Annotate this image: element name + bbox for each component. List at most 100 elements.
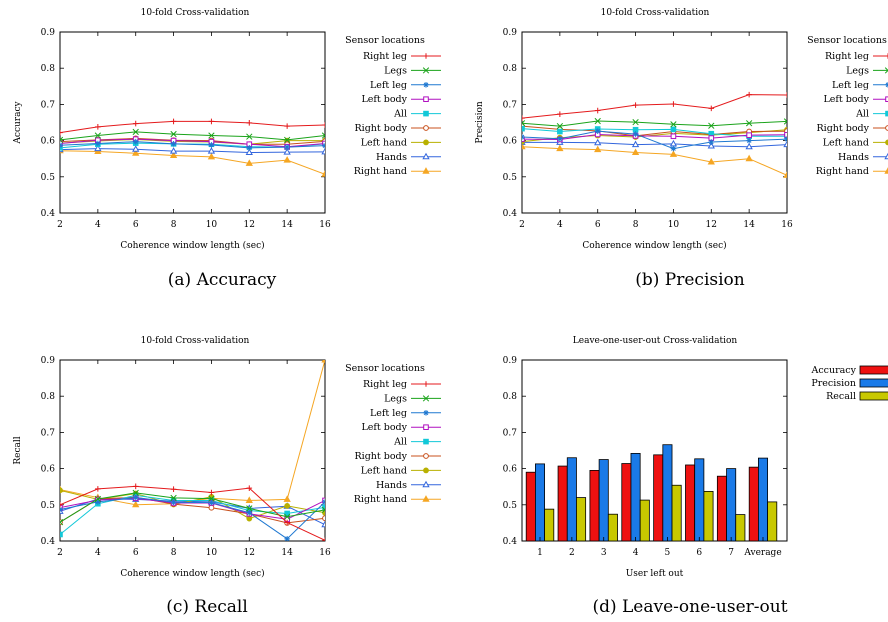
legend-entry-label: Right leg — [363, 51, 407, 62]
series-line — [522, 120, 787, 127]
bar — [735, 514, 746, 542]
data-point — [708, 139, 715, 145]
x-tick-label: 12 — [244, 220, 255, 230]
legend-entry-label: Precision — [811, 378, 856, 389]
legend-swatch-marker — [423, 438, 429, 445]
data-point — [783, 171, 787, 178]
y-tick-label: 0.7 — [503, 100, 518, 110]
plot-frame — [521, 31, 788, 214]
data-point — [246, 133, 253, 140]
data-point — [132, 138, 139, 145]
series-line — [60, 150, 325, 175]
data-point — [708, 122, 715, 129]
figure-caption: (a) Accuracy — [168, 270, 277, 290]
bar — [544, 508, 555, 542]
bar — [598, 459, 609, 542]
legend-entry-label: Right hand — [354, 166, 407, 177]
data-point — [132, 120, 139, 127]
legend-swatch-marker — [884, 167, 888, 174]
data-point — [745, 142, 753, 150]
data-point — [94, 495, 102, 503]
series-line — [60, 496, 325, 524]
y-tick-label: 0.8 — [41, 392, 56, 402]
legend: Sensor locations Right leg Legs Left leg Lef… — [345, 363, 441, 505]
x-tick-label: 2 — [57, 220, 63, 230]
chart-title: 10-fold Cross-validation — [601, 8, 710, 18]
legend-entry-label: Hands — [838, 152, 869, 163]
bar — [767, 501, 778, 542]
legend-swatch-marker — [423, 467, 429, 474]
legend-entry-label: Legs — [846, 65, 869, 76]
data-point — [745, 154, 753, 162]
y-axis-label: Precision — [475, 101, 485, 144]
data-point — [746, 132, 752, 138]
data-point — [708, 105, 715, 112]
legend-swatch-marker — [885, 110, 888, 117]
bar — [607, 513, 618, 542]
data-point — [245, 148, 253, 156]
x-tick-label: 6 — [696, 548, 702, 558]
legend: Accuracy Precision Recall — [810, 365, 888, 402]
chart-title: 10-fold Cross-validation — [141, 8, 250, 18]
bar — [589, 470, 600, 542]
data-point — [245, 159, 253, 166]
data-point — [322, 140, 325, 147]
bar-chart-panel: 0.4 0.5 0.6 0.7 0.8 0.9 Leave-one-user-out Cro… — [503, 336, 888, 617]
legend-entry-label: All — [855, 109, 869, 120]
data-point — [284, 519, 290, 526]
legend-entry-label: Right hand — [354, 494, 407, 505]
x-tick-label: 10 — [206, 220, 218, 230]
y-tick-label: 0.7 — [503, 428, 518, 438]
legend-swatch-marker — [884, 67, 888, 74]
bar — [535, 463, 546, 542]
data-point — [60, 129, 63, 136]
legend-entry-label: Right body — [355, 451, 408, 462]
legend-swatch — [859, 378, 888, 388]
series-line — [60, 485, 325, 541]
data-point — [207, 147, 216, 154]
y-tick-label: 0.4 — [41, 209, 56, 219]
bar — [566, 457, 577, 542]
chart-title: Leave-one-user-out Cross-validation — [573, 336, 738, 346]
data-point — [208, 489, 215, 496]
data-point — [170, 141, 177, 147]
data-point — [95, 486, 101, 492]
data-point — [208, 142, 215, 148]
data-point — [208, 132, 215, 139]
y-tick-label: 0.9 — [503, 356, 518, 366]
data-point — [594, 138, 602, 146]
bar — [653, 454, 664, 542]
data-point — [60, 519, 64, 526]
series-group — [522, 91, 787, 178]
data-point — [556, 122, 564, 130]
data-point — [208, 504, 215, 511]
x-tick-label: 4 — [633, 548, 639, 558]
bar — [726, 468, 737, 542]
data-point — [670, 145, 677, 152]
data-point — [284, 510, 290, 517]
data-point — [283, 136, 291, 144]
data-point — [746, 91, 752, 98]
series-line — [522, 146, 787, 176]
data-point — [745, 120, 753, 127]
legend-swatch-marker — [884, 152, 888, 160]
plot-frame — [59, 359, 326, 542]
data-point — [246, 505, 253, 512]
x-tick-label: 7 — [728, 548, 734, 558]
data-point — [783, 140, 787, 148]
data-point — [594, 128, 601, 134]
y-tick-label: 0.8 — [41, 64, 56, 74]
data-point — [322, 537, 325, 541]
legend-swatch-marker — [423, 453, 429, 459]
data-point — [707, 157, 715, 165]
data-point — [321, 506, 325, 514]
data-point — [556, 144, 564, 152]
y-tick-label: 0.6 — [41, 465, 56, 475]
data-point — [322, 122, 325, 128]
data-point — [322, 499, 325, 505]
series-line — [60, 120, 325, 134]
y-tick-label: 0.5 — [503, 173, 518, 183]
bar — [639, 499, 650, 542]
x-tick-label: 4 — [95, 220, 101, 230]
legend-swatch-marker — [423, 82, 429, 88]
